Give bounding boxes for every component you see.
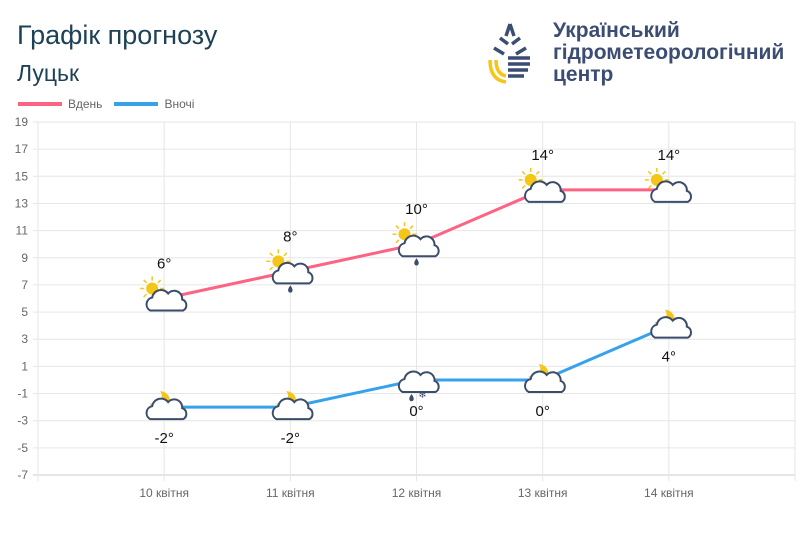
weather-icon-moon-cloud	[271, 391, 314, 421]
sun-ray	[661, 170, 666, 175]
x-tick-label: 11 квітня	[266, 486, 315, 500]
data-label: -2°	[154, 430, 173, 447]
y-tick-label: 9	[21, 251, 28, 265]
sun-ray	[157, 279, 162, 284]
y-tick-label: 11	[16, 224, 29, 238]
chart-legend: Вдень Вночі	[18, 97, 194, 111]
weather-icon-sun-cloud-rain	[392, 222, 440, 266]
x-tick-label: 10 квітня	[139, 486, 189, 500]
cloud-icon	[650, 180, 692, 203]
y-tick-label: -3	[17, 414, 28, 428]
sun-ray	[269, 266, 274, 271]
y-tick-label: 19	[15, 115, 29, 129]
data-label: 0°	[535, 403, 549, 420]
cloud-icon	[271, 261, 314, 285]
org-line-3: центр	[553, 63, 614, 86]
legend-label-night[interactable]: Вночі	[164, 97, 195, 111]
raindrop-icon	[288, 285, 293, 293]
weather-icon-sun-cloud-rain	[266, 249, 314, 293]
raindrop-icon	[414, 258, 419, 266]
raindrop-icon	[409, 393, 414, 402]
page-title: Графік прогнозу	[17, 20, 218, 50]
x-tick-label: 12 квітня	[392, 486, 442, 500]
y-tick-label: 1	[21, 359, 28, 373]
cloud-icon	[524, 180, 566, 203]
sun-ray	[143, 293, 148, 298]
weather-icon-moon-cloud	[145, 391, 188, 421]
weather-icon-moon-cloud	[524, 363, 566, 393]
legend-swatch-night[interactable]	[114, 102, 159, 106]
y-tick-label: -5	[17, 441, 28, 455]
legend-swatch-day[interactable]	[18, 102, 62, 106]
cloud-icon	[650, 316, 692, 339]
y-tick-label: 7	[21, 278, 28, 292]
sun-ray	[143, 279, 148, 284]
sun-ray	[535, 170, 540, 175]
data-label: 8°	[283, 228, 297, 245]
city-name: Луцьк	[17, 60, 80, 86]
data-label: 14°	[657, 147, 680, 164]
x-tick-label: 13 квітня	[518, 486, 568, 500]
sun-ray	[409, 225, 414, 230]
sun-ray	[521, 185, 526, 189]
snowflake-icon: ❄	[418, 390, 426, 401]
data-label: 14°	[531, 147, 554, 164]
weather-icon-sun-cloud	[140, 276, 188, 312]
sun-ray	[395, 239, 400, 244]
cloud-icon	[524, 370, 566, 393]
weather-icon-cloud-rain-snow: ❄	[397, 370, 440, 402]
org-line-2: гідрометеорологічний	[553, 41, 785, 64]
weather-icon-sun-cloud	[644, 167, 692, 203]
sun-ray	[395, 225, 400, 230]
y-tick-label: 13	[15, 196, 29, 210]
sun-ray	[647, 170, 652, 175]
sun-ray	[269, 252, 274, 257]
data-label: 10°	[405, 201, 428, 218]
legend-label-day[interactable]: Вдень	[68, 97, 103, 111]
weather-icon-moon-cloud	[650, 309, 692, 339]
y-tick-label: -1	[17, 387, 28, 401]
data-label: 0°	[409, 403, 423, 420]
data-label: 6°	[157, 256, 171, 273]
y-tick-label: 17	[15, 142, 29, 156]
cloud-icon	[271, 397, 314, 421]
cloud-icon	[145, 289, 188, 312]
hydromet-logo-icon	[488, 23, 530, 84]
sun-ray	[283, 252, 288, 257]
weather-icon-sun-cloud	[518, 167, 566, 203]
y-tick-label: -7	[17, 468, 28, 482]
cloud-icon	[145, 397, 188, 421]
cloud-icon	[397, 234, 440, 258]
org-line-1: Український	[553, 19, 680, 42]
cloud-icon	[397, 370, 440, 393]
organization-name: Український гідрометеорологічний центр	[553, 20, 800, 86]
data-label: -2°	[281, 430, 300, 447]
data-label: 4°	[662, 349, 676, 366]
y-tick-label: 15	[15, 169, 29, 183]
x-tick-label: 14 квітня	[644, 486, 694, 500]
y-tick-label: 3	[21, 332, 28, 346]
y-tick-label: 5	[21, 305, 28, 319]
sun-ray	[647, 185, 652, 189]
sun-ray	[521, 170, 526, 175]
